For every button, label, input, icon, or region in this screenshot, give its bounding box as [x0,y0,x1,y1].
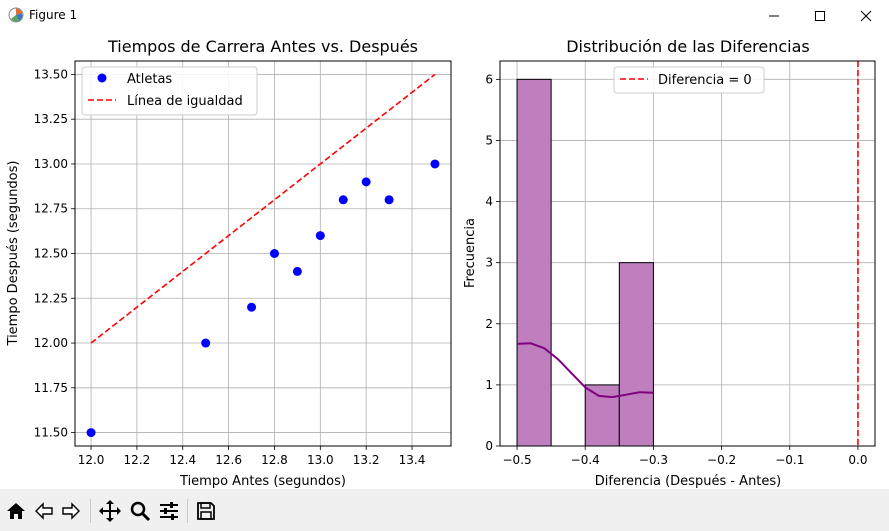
equality-line [90,73,436,344]
scatter-ytick-label: 13.25 [34,112,68,126]
histogram-grid [500,61,875,447]
legend-marker-atletas [97,73,107,83]
histogram-xlabel: Diferencia (Después - Antes) [595,474,782,489]
athlete-point [86,428,96,438]
scatter-ytick-label: 12.25 [34,291,68,305]
athlete-point [315,231,325,241]
sliders-icon [160,502,178,520]
histogram-xtick-label: −0.1 [775,453,804,467]
athlete-point [338,195,348,205]
athlete-point [292,266,302,276]
maximize-button[interactable] [797,0,843,31]
back-button[interactable] [31,498,57,524]
scatter-legend-box [81,66,258,116]
minimize-icon [769,15,779,16]
scatter-ytick-label: 13.50 [34,67,68,81]
configure-subplots-button[interactable] [156,498,182,524]
histogram-bar [584,384,620,447]
home-button[interactable] [3,498,29,524]
athlete-point [201,338,211,348]
histogram-ytick-label: 1 [485,378,493,392]
scatter-axes: 12.0 12.2 12.4 12.6 12.8 13.0 13.2 13.4 11.50 11.… [6,37,452,489]
figure-canvas: 12.0 12.2 12.4 12.6 12.8 13.0 13.2 13.4 11.50 11.… [0,31,889,489]
scatter-ytick-label: 12.75 [34,202,68,216]
save-button[interactable] [193,498,219,524]
zoom-button[interactable] [127,498,153,524]
scatter-ylabel: Tiempo Después (segundos) [6,161,21,347]
scatter-grid [75,61,451,446]
athlete-point [430,159,440,169]
histogram-legend: Diferencia = 0 [613,66,765,94]
histogram-bar [618,262,654,447]
scatter-ytick-label: 11.75 [34,381,68,395]
histogram-ytick-label: 0 [485,439,493,453]
forward-button[interactable] [58,498,84,524]
move-icon [99,500,121,522]
athlete-point [384,195,394,205]
legend-label-atletas: Atletas [127,72,172,87]
histogram-ytick-label: 6 [485,72,493,86]
back-arrow-icon [35,502,53,520]
histogram-legend-box [613,66,765,94]
scatter-ytick-label: 12.00 [34,336,68,350]
magnifier-icon [130,501,151,522]
forward-arrow-icon [62,502,80,520]
athlete-point [361,177,371,187]
toolbar-separator [187,499,188,523]
navigation-toolbar [0,489,889,531]
histogram-ylabel: Frecuencia [463,218,478,288]
histogram-xtick-label: 0.0 [848,453,867,467]
window-titlebar: Figure 1 [0,0,889,31]
histogram-bar [516,78,552,447]
scatter-xlabel: Tiempo Antes (segundos) [179,474,346,489]
scatter-xtick-label: 12.8 [261,453,288,467]
toolbar-separator [90,499,91,523]
histogram-ytick-label: 4 [485,195,493,209]
save-icon [197,502,215,520]
scatter-xtick-label: 13.2 [353,453,380,467]
histogram-xtick-label: −0.5 [502,453,531,467]
histogram-ytick-label: 3 [485,256,493,270]
close-button[interactable] [843,0,889,31]
histogram-ytick-label: 2 [485,317,493,331]
scatter-xtick-label: 12.2 [124,453,151,467]
scatter-title: Tiempos de Carrera Antes vs. Después [107,37,418,56]
scatter-xtick-label: 13.4 [399,453,426,467]
maximize-icon [815,10,825,21]
scatter-xtick-label: 13.0 [307,453,334,467]
scatter-ytick-label: 12.50 [34,247,68,261]
histogram-xtick-label: −0.3 [639,453,668,467]
histogram-ytick-label: 5 [485,133,493,147]
window-title: Figure 1 [29,8,78,22]
athlete-point [269,249,279,258]
legend-label-igualdad: Línea de igualdad [127,94,243,109]
minimize-button[interactable] [751,0,797,31]
legend-label-diferencia: Diferencia = 0 [658,73,752,88]
histogram-xtick-label: −0.2 [707,453,736,467]
histogram-title: Distribución de las Diferencias [566,37,810,56]
athlete-point [247,302,257,312]
kde-curve [516,342,654,399]
scatter-legend: Atletas Línea de igualdad [81,66,258,116]
scatter-xtick-label: 12.4 [169,453,196,467]
scatter-xtick-label: 12.0 [78,453,105,467]
pan-button[interactable] [97,498,123,524]
histogram-axes-frame [499,60,876,447]
histogram-ticks: −0.5 −0.4 −0.3 −0.2 −0.1 0.0 0 1 2 3 4 5 6 [485,72,867,467]
close-icon [860,10,872,21]
scatter-ytick-label: 11.50 [34,426,68,440]
histogram-axes: −0.5 −0.4 −0.3 −0.2 −0.1 0.0 0 1 2 3 4 5 6 Distribuc… [463,37,876,489]
matplotlib-app-icon [8,7,24,23]
histogram-marks [516,61,859,447]
scatter-ticks: 12.0 12.2 12.4 12.6 12.8 13.0 13.2 13.4 11.50 11.… [34,67,426,467]
histogram-xtick-label: −0.4 [571,453,600,467]
home-icon [7,503,25,519]
scatter-ytick-label: 13.00 [34,157,68,171]
scatter-xtick-label: 12.6 [215,453,242,467]
figure-svg: 12.0 12.2 12.4 12.6 12.8 13.0 13.2 13.4 11.50 11.… [6,37,876,489]
scatter-marks [86,73,440,438]
